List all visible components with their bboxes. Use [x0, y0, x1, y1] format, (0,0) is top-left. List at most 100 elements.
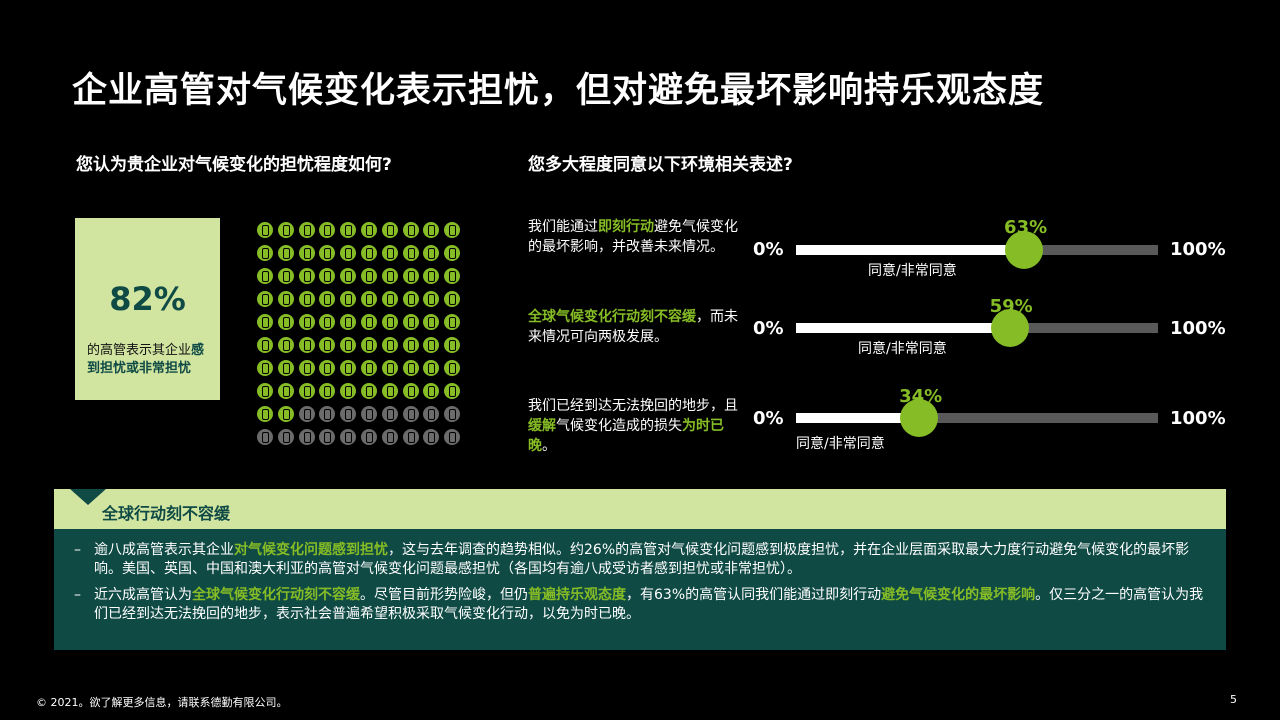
- agree-label-3: 同意/非常同意: [796, 436, 885, 452]
- person-icon: [298, 429, 315, 445]
- agree-label-1: 同意/非常同意: [868, 263, 957, 279]
- person-icon-highlighted: [319, 291, 336, 307]
- person-icon-highlighted: [257, 222, 273, 238]
- person-icon-highlighted: [319, 314, 336, 330]
- person-icon-highlighted: [360, 222, 377, 238]
- bullet-highlight: 普遍持乐观态度: [528, 587, 626, 603]
- person-icon-highlighted: [360, 268, 377, 284]
- bullet-segment: ，有63%的高管认同我们能通过即刻行动: [626, 587, 882, 603]
- slider-value-2: 59%: [989, 296, 1033, 317]
- slider-track-2: [796, 309, 1158, 347]
- person-icon-highlighted: [277, 268, 294, 284]
- statement-2-post: ，而未来情况可向两极发展。: [528, 309, 738, 345]
- person-icon: [340, 406, 357, 422]
- slider-knob-3: [900, 399, 939, 437]
- person-icon-highlighted: [298, 314, 315, 330]
- person-icon-highlighted: [277, 245, 294, 261]
- person-icon-highlighted: [381, 314, 398, 330]
- person-icon-highlighted: [423, 222, 440, 238]
- stat-desc-plain: 的高管表示其企业: [87, 343, 192, 358]
- person-icon-highlighted: [277, 291, 294, 307]
- statement-3: 我们已经到达无法挽回的地步，且缓解气候变化造成的损失为时已晚。: [528, 396, 748, 456]
- person-icon-highlighted: [298, 245, 315, 261]
- person-icon-highlighted: [423, 383, 440, 399]
- left-question: 您认为贵企业对气候变化的担忧程度如何?: [76, 155, 392, 175]
- person-icon-highlighted: [319, 337, 336, 353]
- slider-track-1: [796, 231, 1158, 269]
- person-icon-highlighted: [257, 314, 273, 330]
- person-icon-highlighted: [298, 360, 315, 376]
- person-icon-highlighted: [381, 222, 398, 238]
- person-icon-highlighted: [277, 337, 294, 353]
- person-icon-highlighted: [257, 245, 273, 261]
- banner-header: 全球行动刻不容缓: [54, 489, 1226, 529]
- person-icon-highlighted: [423, 337, 440, 353]
- person-icon-highlighted: [360, 314, 377, 330]
- bullet-highlight: 全球气候变化行动刻不容缓: [192, 587, 360, 603]
- banner-panel: – 逾八成高管表示其企业对气候变化问题感到担忧，这与去年调查的趋势相似。约26%…: [54, 529, 1226, 650]
- person-icon: [402, 406, 419, 422]
- person-icon-highlighted: [423, 291, 440, 307]
- slider-track-3: [796, 399, 1158, 437]
- person-icon-highlighted: [444, 360, 461, 376]
- scale-max-label-2: 100%: [1170, 318, 1226, 339]
- bullet-text-1: 逾八成高管表示其企业对气候变化问题感到担忧，这与去年调查的趋势相似。约26%的高…: [94, 541, 1204, 579]
- person-icon-highlighted: [257, 337, 273, 353]
- person-icon-highlighted: [423, 314, 440, 330]
- statement-1: 我们能通过即刻行动避免气候变化的最坏影响，并改善未来情况。: [528, 217, 748, 257]
- person-icon: [257, 429, 273, 445]
- person-icon-highlighted: [319, 360, 336, 376]
- person-icon-highlighted: [319, 268, 336, 284]
- person-icon-highlighted: [402, 337, 419, 353]
- person-icon-highlighted: [319, 383, 336, 399]
- person-icon-highlighted: [340, 268, 357, 284]
- statement-1-pre: 我们能通过: [528, 219, 598, 235]
- statement-3-post2: 。: [542, 438, 556, 454]
- slider-value-1: 63%: [1004, 217, 1048, 238]
- bullet-dash-1: –: [74, 542, 81, 558]
- bullet-dash-2: –: [74, 587, 81, 603]
- person-icon-highlighted: [340, 222, 357, 238]
- person-icon-highlighted: [340, 360, 357, 376]
- person-icon-highlighted: [444, 268, 461, 284]
- person-icon-highlighted: [444, 314, 461, 330]
- person-icon-highlighted: [298, 337, 315, 353]
- banner-title: 全球行动刻不容缓: [102, 504, 231, 523]
- person-icon-highlighted: [444, 383, 461, 399]
- person-icon: [381, 406, 398, 422]
- stat-box: 82% 的高管表示其企业感到担忧或非常担忧: [75, 218, 220, 400]
- person-icon-highlighted: [340, 245, 357, 261]
- person-icon-highlighted: [444, 245, 461, 261]
- person-icon-highlighted: [444, 222, 461, 238]
- scale-min-label-3: 0%: [753, 408, 784, 429]
- statement-3-bold2: 为时已晚: [528, 418, 724, 454]
- bullet-segment: 近六成高管认为: [94, 587, 192, 603]
- person-icon-highlighted: [444, 337, 461, 353]
- person-icon-highlighted: [277, 383, 294, 399]
- person-icon-highlighted: [277, 406, 294, 422]
- slider-fill-1: [796, 245, 1025, 255]
- person-icon-highlighted: [402, 360, 419, 376]
- person-icon-highlighted: [257, 268, 273, 284]
- person-icon-highlighted: [444, 291, 461, 307]
- page-number: 5: [1230, 693, 1237, 706]
- slider-knob-1: [1005, 231, 1044, 269]
- statement-1-bold: 即刻行动: [598, 219, 654, 235]
- statement-1-post: 避免气候变化的最坏影响，并改善未来情况。: [528, 219, 738, 255]
- scale-min-label-1: 0%: [753, 239, 784, 260]
- right-question: 您多大程度同意以下环境相关表述?: [528, 155, 793, 175]
- person-icon-highlighted: [402, 383, 419, 399]
- slider-fill-2: [796, 323, 1010, 333]
- person-icon-highlighted: [423, 360, 440, 376]
- person-icon-highlighted: [340, 291, 357, 307]
- slider-knob-2: [990, 309, 1029, 347]
- person-icon-highlighted: [381, 337, 398, 353]
- statement-3-bold: 缓解: [528, 418, 556, 434]
- person-icon-highlighted: [298, 291, 315, 307]
- stat-description: 的高管表示其企业感到担忧或非常担忧: [87, 342, 212, 378]
- person-icon: [444, 429, 461, 445]
- slider-fill-3: [796, 413, 920, 423]
- bullet-segment: 逾八成高管表示其企业: [94, 542, 234, 558]
- person-icon-highlighted: [298, 222, 315, 238]
- person-icon-highlighted: [340, 314, 357, 330]
